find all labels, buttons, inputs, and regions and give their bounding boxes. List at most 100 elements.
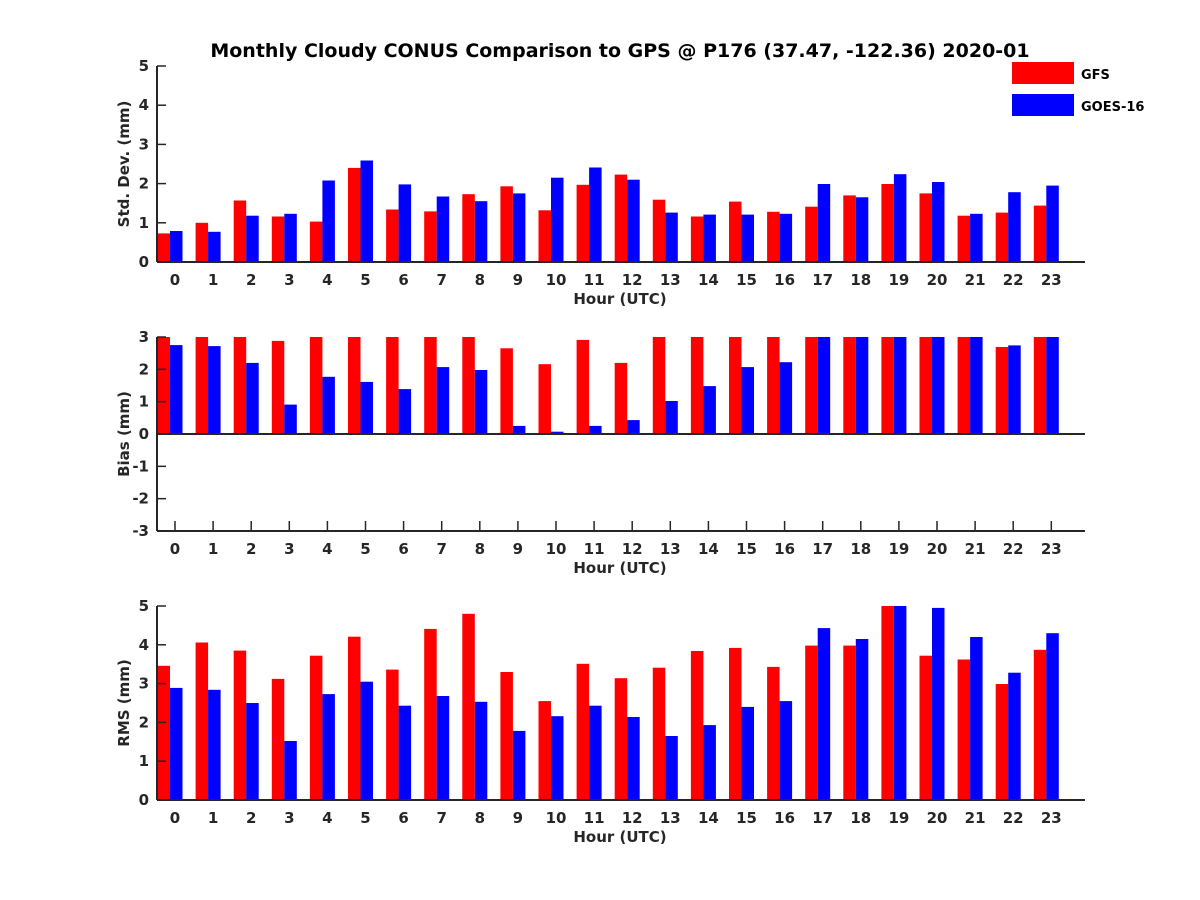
y-tick-label-bias: -3 [132, 522, 149, 540]
bar-rms-gfs-20 [919, 655, 932, 800]
bar-rms-gfs-3 [271, 678, 285, 800]
x-tick-label-bias: 12 [622, 540, 643, 558]
x-tick-label-stddev: 17 [812, 271, 833, 289]
bar-bias-gfs-13 [652, 337, 666, 434]
y-tick-label-stddev: 0 [139, 253, 149, 271]
x-tick-label-bias: 5 [360, 540, 370, 558]
x-tick-label-stddev: 10 [546, 271, 567, 289]
x-tick-label-bias: 21 [965, 540, 986, 558]
bar-stddev-goes16-9 [512, 193, 526, 262]
x-tick-label-rms: 8 [475, 809, 485, 827]
x-tick-label-bias: 10 [546, 540, 567, 558]
x-tick-label-bias: 23 [1041, 540, 1062, 558]
bar-bias-goes16-13 [665, 401, 678, 434]
x-tick-label-rms: 6 [398, 809, 408, 827]
x-axis-label-bias: Hour (UTC) [573, 559, 666, 577]
bar-rms-goes16-7 [436, 696, 450, 800]
bar-rms-goes16-12 [627, 717, 640, 800]
bar-bias-goes16-10 [551, 431, 564, 434]
bar-rms-goes16-20 [932, 607, 945, 800]
bar-stddev-gfs-0 [157, 233, 170, 262]
bar-rms-gfs-12 [614, 678, 628, 800]
bar-bias-gfs-7 [424, 337, 437, 434]
y-tick-label-rms: 5 [139, 597, 149, 615]
x-tick-label-bias: 20 [927, 540, 948, 558]
bar-stddev-gfs-21 [957, 215, 971, 262]
bar-bias-goes16-22 [1008, 345, 1021, 434]
bar-stddev-goes16-23 [1046, 185, 1059, 262]
bar-bias-gfs-18 [843, 337, 856, 434]
bar-rms-goes16-0 [170, 687, 183, 800]
bar-stddev-gfs-6 [386, 209, 399, 262]
bar-stddev-gfs-14 [690, 216, 704, 262]
x-tick-label-bias: 18 [850, 540, 871, 558]
bar-bias-gfs-14 [690, 337, 704, 434]
x-tick-label-bias: 19 [888, 540, 909, 558]
x-tick-label-bias: 17 [812, 540, 833, 558]
x-tick-label-bias: 11 [584, 540, 605, 558]
x-tick-label-bias: 13 [660, 540, 681, 558]
bar-rms-gfs-9 [500, 672, 513, 800]
y-tick-label-bias: 1 [139, 393, 149, 411]
bar-bias-gfs-17 [805, 337, 818, 434]
x-tick-label-rms: 2 [246, 809, 256, 827]
x-tick-label-rms: 23 [1041, 809, 1062, 827]
bar-bias-gfs-20 [919, 337, 932, 434]
bar-bias-gfs-21 [957, 337, 971, 434]
x-tick-label-rms: 18 [850, 809, 871, 827]
bar-bias-gfs-6 [386, 337, 399, 434]
bar-stddev-goes16-13 [665, 212, 678, 262]
bar-stddev-goes16-19 [893, 174, 907, 262]
bar-bias-gfs-0 [157, 337, 170, 434]
x-tick-label-bias: 9 [513, 540, 523, 558]
y-tick-label-bias: 2 [139, 360, 149, 378]
y-tick-label-bias: 3 [139, 328, 149, 346]
bar-bias-goes16-19 [893, 337, 907, 434]
bar-bias-gfs-5 [348, 337, 361, 434]
bar-rms-gfs-7 [424, 628, 437, 800]
x-tick-label-stddev: 3 [284, 271, 294, 289]
x-tick-label-bias: 8 [475, 540, 485, 558]
bar-rms-goes16-19 [893, 606, 907, 800]
bar-stddev-goes16-22 [1008, 192, 1021, 262]
bar-rms-gfs-23 [1033, 649, 1047, 800]
bar-stddev-gfs-17 [805, 206, 818, 262]
x-axis-label-stddev: Hour (UTC) [573, 290, 666, 308]
bar-stddev-gfs-15 [729, 201, 742, 262]
bar-stddev-gfs-8 [462, 194, 475, 262]
x-tick-label-stddev: 19 [888, 271, 909, 289]
bar-rms-goes16-10 [551, 716, 564, 800]
bar-rms-gfs-14 [690, 651, 704, 800]
bar-stddev-goes16-18 [855, 197, 869, 262]
bar-stddev-gfs-19 [881, 184, 894, 262]
bar-rms-goes16-8 [474, 701, 488, 800]
bar-rms-goes16-17 [817, 628, 831, 800]
bar-bias-goes16-5 [360, 381, 373, 434]
bar-bias-goes16-9 [512, 425, 526, 434]
y-axis-label-bias: Bias (mm) [115, 391, 133, 477]
bar-stddev-goes16-5 [360, 160, 373, 262]
bar-stddev-goes16-8 [474, 201, 488, 262]
y-axis-label-rms: RMS (mm) [115, 659, 133, 746]
bar-stddev-goes16-14 [703, 214, 716, 262]
legend: GFS GOES-16 [1012, 62, 1144, 116]
x-tick-label-stddev: 11 [584, 271, 605, 289]
bar-stddev-gfs-12 [614, 174, 628, 262]
bar-stddev-gfs-1 [195, 222, 209, 262]
bar-stddev-goes16-12 [627, 179, 640, 262]
bar-stddev-goes16-11 [589, 167, 602, 262]
bar-rms-gfs-1 [195, 642, 209, 800]
bar-rms-gfs-8 [462, 613, 475, 800]
x-tick-label-stddev: 7 [436, 271, 446, 289]
bar-rms-goes16-4 [322, 694, 335, 800]
y-tick-label-stddev: 2 [139, 175, 149, 193]
bar-rms-gfs-16 [767, 666, 780, 800]
x-tick-label-rms: 15 [736, 809, 757, 827]
x-tick-label-stddev: 14 [698, 271, 719, 289]
bar-stddev-gfs-7 [424, 211, 437, 262]
chart-title: Monthly Cloudy CONUS Comparison to GPS @… [210, 40, 1029, 62]
y-tick-label-stddev: 3 [139, 135, 149, 153]
bar-rms-goes16-16 [779, 701, 793, 800]
x-tick-label-bias: 1 [208, 540, 218, 558]
